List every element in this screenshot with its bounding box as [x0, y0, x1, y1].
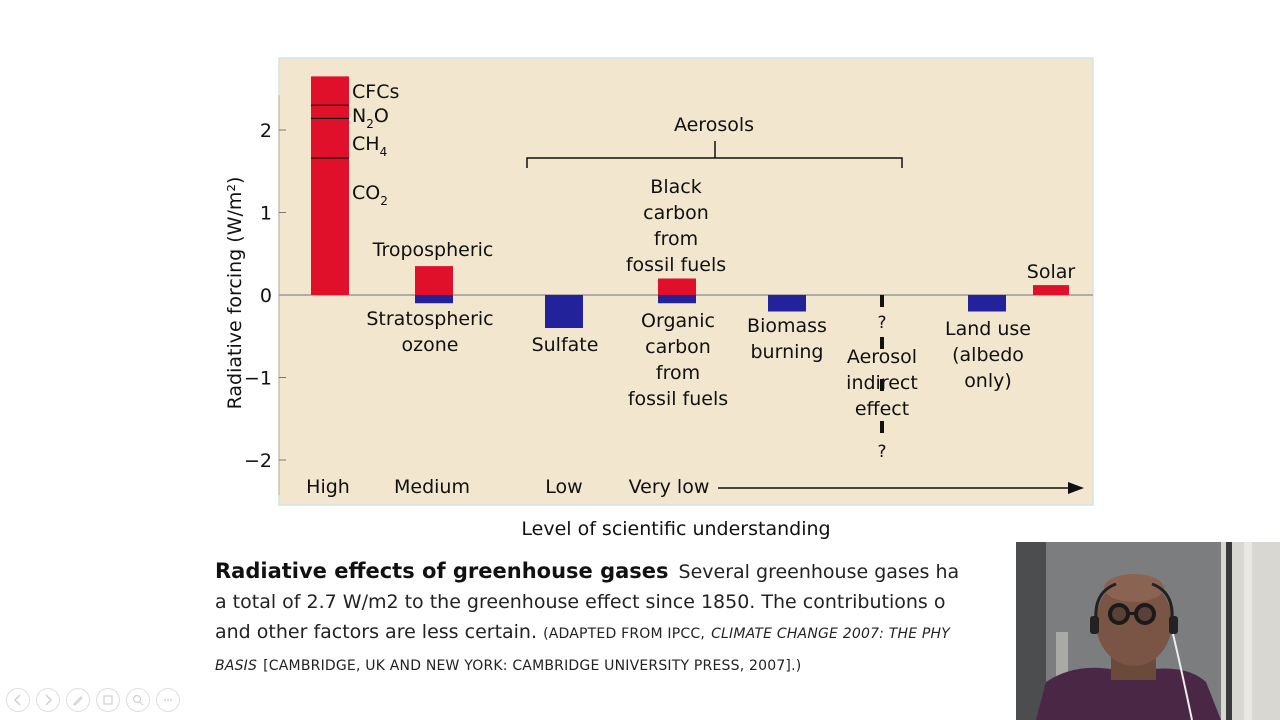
sulfate-bar — [545, 295, 583, 328]
slides-button[interactable] — [96, 688, 120, 712]
ghg-segment-1 — [311, 158, 349, 295]
pen-icon — [73, 696, 83, 706]
sulfate-label: Sulfate — [532, 334, 599, 356]
organic-carbon-label-line-4: fossil fuels — [628, 388, 728, 410]
organic-carbon-label-line-1: Organic — [641, 310, 715, 332]
aerosol-indirect-label-line-3: effect — [855, 398, 909, 420]
biomass-label-line-2: burning — [750, 341, 823, 363]
caption-line2: a total of 2.7 W/m2 to the greenhouse ef… — [215, 591, 946, 613]
tropospheric-label: Tropospheric — [372, 239, 494, 261]
ghg-label-cfcs: CFCs — [352, 81, 399, 103]
caption-title: Radiative effects of greenhouse gases — [215, 559, 669, 583]
tropospheric-ozone-bar — [415, 266, 453, 295]
pen-button[interactable] — [66, 688, 90, 712]
stratospheric-label-line-1: Stratospheric — [366, 308, 493, 330]
aerosol-indirect-label-line-1: Aerosol — [847, 346, 917, 368]
understanding-level-3: Low — [545, 476, 582, 498]
y-tick-label: 2 — [260, 120, 272, 142]
caption-basis: BASIS — [215, 658, 258, 674]
aerosol-indirect-label-line-2: indirect — [846, 372, 918, 394]
next-icon — [45, 694, 53, 706]
caption-source-start: (ADAPTED FROM IPCC, — [543, 626, 706, 642]
zoom-button[interactable] — [126, 688, 150, 712]
next-slide-button[interactable] — [36, 688, 60, 712]
land-use-label-line-3: only) — [964, 370, 1012, 392]
land-use-bar — [968, 295, 1006, 312]
caption-line3: and other factors are less certain. — [215, 621, 538, 643]
solar-bar — [1033, 285, 1069, 295]
caption-source-title: CLIMATE CHANGE 2007: THE PHY — [711, 626, 951, 642]
solar-label: Solar — [1027, 261, 1076, 283]
presentation-controls — [6, 688, 180, 712]
figure-caption: Radiative effects of greenhouse gases Sev… — [215, 556, 960, 686]
organic-carbon-label-line-2: carbon — [645, 336, 711, 358]
black-carbon-label-line-1: Black — [650, 176, 701, 198]
ghg-segment-4 — [311, 76, 349, 106]
previous-icon — [13, 694, 21, 706]
y-tick-label: 1 — [260, 203, 272, 225]
y-tick-label: −2 — [244, 450, 272, 472]
organic-carbon-bar — [658, 295, 696, 304]
uncertain-marker-bottom: ? — [877, 442, 886, 462]
y-tick-label: −1 — [244, 368, 272, 390]
webcam-video — [1016, 542, 1280, 720]
caption-publisher: [CAMBRIDGE, UK AND NEW YORK: CAMBRIDGE U… — [263, 658, 802, 674]
understanding-arrow-head — [1068, 482, 1084, 494]
more-options-button[interactable] — [156, 688, 180, 712]
y-tick-label: 0 — [260, 285, 272, 307]
understanding-level-1: High — [306, 476, 350, 498]
black-carbon-label-line-4: fossil fuels — [626, 254, 726, 276]
black-carbon-label-line-3: from — [654, 228, 698, 250]
presenter-video-frame — [1016, 542, 1280, 720]
previous-slide-button[interactable] — [6, 688, 30, 712]
stratospheric-label-line-2: ozone — [402, 334, 459, 356]
ghg-segment-2 — [311, 118, 349, 159]
biomass-label-line-1: Biomass — [747, 315, 827, 337]
uncertain-marker-top: ? — [877, 313, 886, 333]
land-use-label-line-1: Land use — [945, 318, 1031, 340]
ghg-segment-3 — [311, 105, 349, 119]
black-carbon-label-line-2: carbon — [643, 202, 709, 224]
y-axis-label: Radiative forcing (W/m²) — [224, 177, 246, 410]
stratospheric-ozone-bar — [415, 295, 453, 304]
more-icon — [164, 699, 172, 701]
slides-icon — [103, 695, 113, 705]
x-axis-label: Level of scientific understanding — [521, 518, 830, 540]
land-use-label-line-2: (albedo — [952, 344, 1024, 366]
ghg-label-n: N2O — [352, 105, 389, 131]
organic-carbon-label-line-3: from — [656, 362, 700, 384]
aerosols-bracket — [526, 141, 903, 168]
biomass-bar — [768, 295, 806, 312]
understanding-level-2: Medium — [394, 476, 470, 498]
understanding-level-4: Very low — [629, 476, 710, 498]
black-carbon-bar — [658, 278, 696, 295]
caption-line1: Several greenhouse gases hav — [678, 561, 960, 583]
aerosols-label: Aerosols — [674, 114, 754, 136]
zoom-icon — [132, 694, 144, 706]
